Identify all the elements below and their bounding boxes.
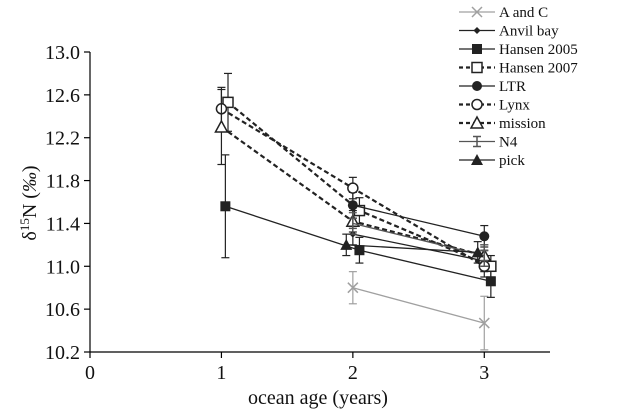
y-tick-label: 11.4 (46, 213, 80, 235)
legend-label: Lynx (499, 98, 530, 114)
open-square-marker (222, 96, 234, 109)
open-square-marker (471, 61, 483, 74)
series-2 (220, 154, 496, 298)
diamond-marker (473, 27, 481, 34)
axes: 10.2 10.6 11.0 11.4 11.8 12.2 12.6 13.0 0 1 2 3 (45, 42, 550, 384)
square-marker (220, 201, 231, 212)
y-tick-label: 12.2 (45, 128, 80, 150)
square-marker (485, 276, 496, 287)
series-line (346, 244, 478, 254)
x-tick-label: 3 (479, 362, 489, 384)
y-tick-label: 11.0 (46, 256, 80, 278)
x-tick-label: 2 (348, 362, 358, 384)
legend-item: Anvil bay (459, 24, 559, 40)
series-line (352, 204, 485, 237)
series-line (352, 233, 485, 262)
x-axis-label: ocean age (years) (248, 387, 388, 409)
circle-marker (472, 81, 482, 91)
legend-item: pick (459, 153, 525, 169)
triangle-marker (471, 246, 484, 258)
square-marker (472, 44, 482, 54)
legend-item: A and C (459, 5, 548, 21)
legend-label: A and C (499, 5, 548, 21)
x-marker (347, 282, 359, 294)
legend-item: Hansen 2005 (459, 42, 578, 58)
circle-marker (347, 200, 358, 211)
triangle-marker (471, 154, 483, 165)
open-triangle-marker (469, 115, 485, 129)
legend-item: Hansen 2007 (459, 61, 578, 77)
open-circle-marker (347, 182, 359, 194)
y-tick-label: 12.6 (45, 85, 80, 107)
legend-label: LTR (499, 79, 526, 95)
series-8 (340, 233, 484, 264)
open-circle-marker (471, 98, 483, 111)
legend-label: mission (499, 116, 546, 132)
square-marker (354, 245, 365, 256)
series-0 (347, 271, 490, 351)
open-triangle-marker (214, 119, 229, 133)
x-marker (471, 6, 483, 18)
legend-item: LTR (459, 79, 526, 95)
y-tick-label: 11.8 (46, 171, 80, 193)
series-layer (214, 72, 497, 351)
legend-item: N4 (459, 135, 518, 151)
legend-label: pick (499, 153, 525, 169)
series-line (352, 287, 485, 324)
series-4 (347, 191, 490, 248)
y-tick-label: 10.2 (45, 342, 80, 364)
x-tick-label: 1 (216, 362, 226, 384)
y-tick-label: 10.6 (45, 299, 80, 321)
circle-marker (479, 231, 490, 242)
series-line (225, 205, 492, 282)
legend-label: N4 (499, 135, 518, 151)
x-marker (478, 317, 490, 329)
i-marker (473, 135, 481, 148)
y-tick-label: 13.0 (45, 42, 80, 64)
i-marker (480, 249, 489, 262)
y-axis-label: δ15N (‰) (17, 165, 41, 240)
legend: A and C Anvil bay Hansen 2005 Hansen 2007 LT… (459, 5, 578, 169)
legend-item: mission (459, 115, 546, 132)
legend-item: Lynx (459, 98, 530, 114)
legend-label: Anvil bay (499, 24, 559, 40)
legend-label: Hansen 2005 (499, 42, 578, 58)
series-line (352, 222, 485, 257)
x-tick-label: 0 (85, 362, 95, 384)
triangle-marker (340, 238, 353, 250)
legend-label: Hansen 2007 (499, 61, 578, 77)
series-5 (215, 86, 491, 278)
i-marker (348, 217, 357, 230)
